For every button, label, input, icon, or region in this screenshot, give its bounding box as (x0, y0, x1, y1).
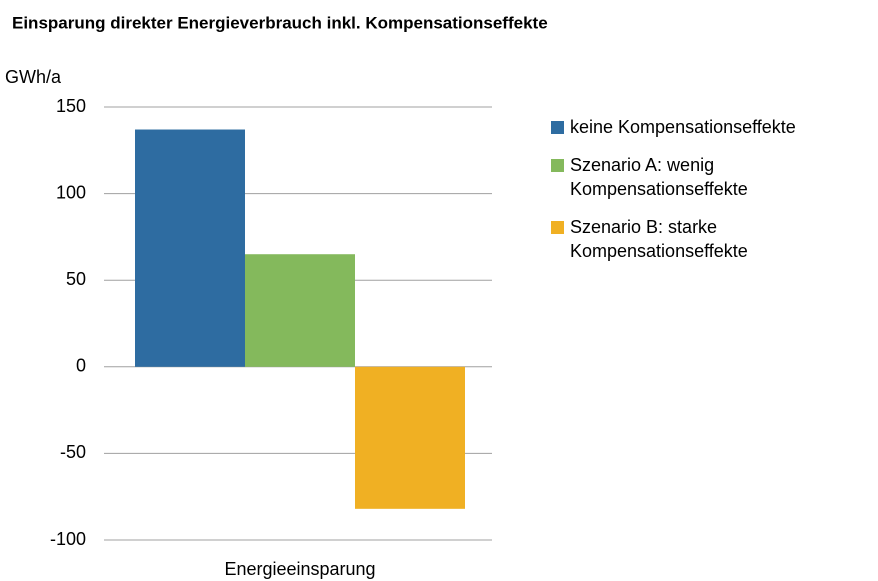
y-tick-label: 50 (66, 269, 86, 289)
y-tick-label: 0 (76, 356, 86, 376)
y-tick-label: -50 (60, 442, 86, 462)
legend-item: Szenario A: wenig Kompensationseffekte (551, 153, 811, 201)
legend-item: keine Kompensationseffekte (551, 115, 811, 139)
legend: keine Kompensationseffekte Szenario A: we… (551, 115, 811, 277)
chart-title: Einsparung direkter Energieverbrauch ink… (12, 13, 548, 32)
bar (135, 129, 245, 367)
bar (355, 366, 465, 509)
y-axis-title: GWh/a (5, 67, 62, 87)
bar (245, 254, 355, 367)
x-tick-label: Energieeinsparung (224, 559, 375, 579)
legend-swatch (551, 159, 564, 172)
legend-label: Szenario B: starke Kompensationseffekte (570, 217, 748, 261)
legend-label: keine Kompensationseffekte (570, 117, 796, 137)
y-tick-label: 150 (56, 96, 86, 116)
legend-label: Szenario A: wenig Kompensationseffekte (570, 155, 748, 199)
legend-item: Szenario B: starke Kompensationseffekte (551, 215, 811, 263)
legend-swatch (551, 121, 564, 134)
y-tick-label: -100 (50, 529, 86, 549)
y-tick-label: 100 (56, 182, 86, 202)
legend-swatch (551, 221, 564, 234)
